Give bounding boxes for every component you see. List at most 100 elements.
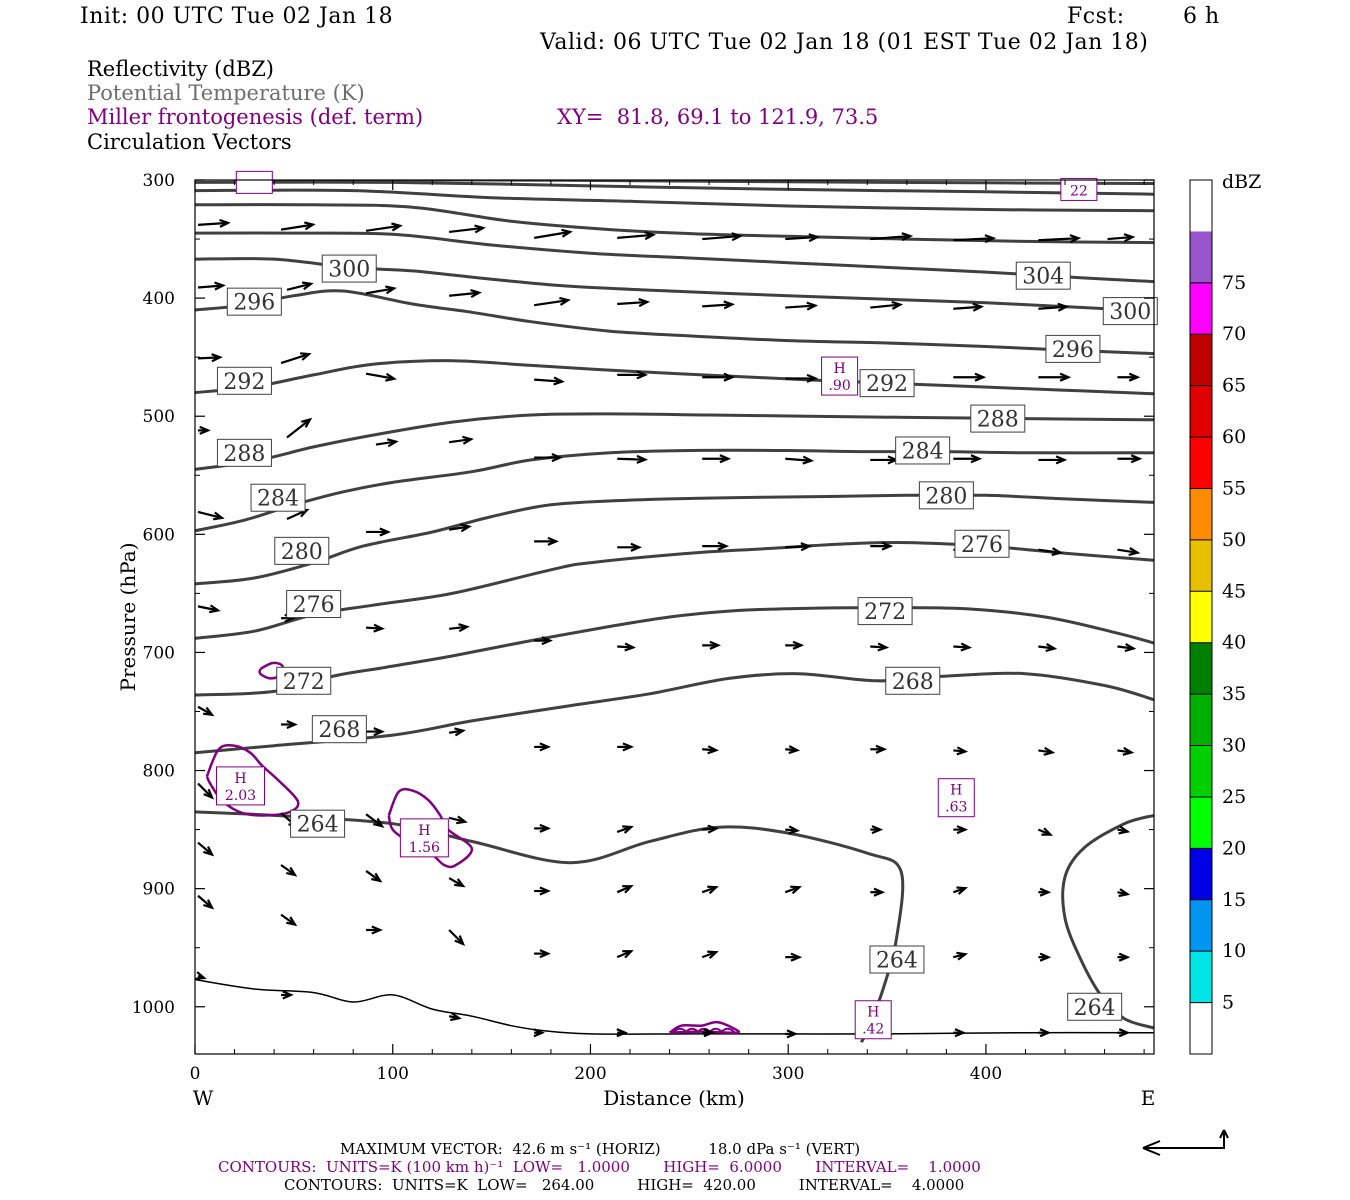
theta-label-text: 280 bbox=[925, 484, 967, 509]
circulation-vector-119 bbox=[195, 971, 207, 980]
fronto-max-box bbox=[215, 766, 265, 806]
vector-head bbox=[1118, 952, 1131, 962]
vector-shaft bbox=[197, 356, 221, 360]
axes: Distance (km) Pressure (hPa) W E 0 100 200… bbox=[116, 171, 1155, 1110]
vector-head bbox=[901, 232, 914, 242]
vector-head bbox=[616, 1028, 629, 1038]
vector-shaft bbox=[280, 223, 314, 231]
circulation-vector-42 bbox=[785, 455, 815, 465]
colorbar-segment-11 bbox=[1190, 437, 1212, 489]
vector-shaft bbox=[1117, 548, 1138, 554]
vector-head bbox=[1039, 887, 1052, 897]
theta-label-text: 264 bbox=[297, 813, 339, 838]
vector-head bbox=[1057, 302, 1070, 312]
circulation-vector-90 bbox=[785, 825, 801, 835]
colorbar-segment-15 bbox=[1190, 231, 1212, 283]
vector-head bbox=[624, 642, 637, 652]
vector-shaft bbox=[197, 605, 219, 612]
vector-head bbox=[786, 1029, 799, 1039]
vector-head bbox=[391, 222, 403, 232]
vector-head bbox=[1124, 643, 1137, 653]
vector-shaft bbox=[365, 372, 395, 380]
cross-section-endpoints: XY= 81.8, 69.1 to 121.9, 73.5 bbox=[557, 105, 879, 129]
vector-head bbox=[1041, 827, 1054, 836]
colorbar-tick-label: 10 bbox=[1222, 940, 1246, 962]
circulation-vector-28 bbox=[617, 370, 649, 380]
vector-head bbox=[454, 727, 466, 737]
vector-head bbox=[219, 218, 231, 228]
terrain-surface bbox=[195, 978, 1154, 1035]
vector-head bbox=[1123, 233, 1136, 243]
vector-head bbox=[547, 536, 559, 546]
y-tick-label: 400 bbox=[143, 289, 175, 309]
y-tick-label: 900 bbox=[143, 880, 175, 900]
vector-head bbox=[551, 452, 563, 463]
vector-head bbox=[454, 878, 466, 888]
y-tick-label: 700 bbox=[143, 643, 175, 663]
theta-label-text: 264 bbox=[876, 949, 918, 974]
colorbar-tick-label: 60 bbox=[1222, 426, 1246, 448]
theta-label-box bbox=[250, 483, 306, 512]
vector-shaft bbox=[448, 438, 472, 444]
circulation-vector-21 bbox=[953, 302, 985, 312]
vector-head bbox=[199, 425, 211, 435]
colorbar-segment-1 bbox=[1190, 951, 1212, 1003]
colorbar-segment-3 bbox=[1190, 848, 1212, 900]
fronto-max-letter: H bbox=[867, 1005, 879, 1021]
colorbar-tick-label: 65 bbox=[1222, 375, 1246, 397]
circulation-vector-105 bbox=[1038, 887, 1052, 897]
vector-head bbox=[474, 224, 486, 234]
colorbar-segment-13 bbox=[1190, 334, 1212, 386]
vector-shaft bbox=[1038, 237, 1079, 242]
vector-head bbox=[954, 1028, 967, 1038]
circulation-vector-77 bbox=[702, 745, 720, 755]
theta-label-text: 292 bbox=[866, 372, 908, 397]
vector-shaft bbox=[534, 378, 563, 383]
vector-shaft bbox=[533, 230, 571, 239]
vector-head bbox=[1118, 888, 1131, 898]
fronto-max-value: .63 bbox=[945, 800, 967, 816]
circulation-vector-30 bbox=[785, 373, 819, 383]
circulation-vector-106 bbox=[1117, 888, 1131, 898]
vector-head bbox=[707, 885, 719, 895]
theta-label-box bbox=[311, 715, 367, 744]
colorbar-tick-label: 45 bbox=[1222, 580, 1246, 602]
theta-label-box bbox=[895, 436, 951, 465]
circulation-vector-69 bbox=[1038, 643, 1058, 653]
fronto-max-6 bbox=[235, 170, 273, 194]
vector-head bbox=[1118, 825, 1131, 835]
vector-shaft bbox=[1107, 235, 1133, 241]
vector-head bbox=[636, 454, 649, 464]
fronto-max-box bbox=[854, 1000, 892, 1040]
theta-label-264-1: 264 bbox=[869, 945, 925, 974]
vector-head bbox=[373, 623, 385, 633]
theta-contour-316-14 bbox=[195, 180, 1154, 196]
circulation-vector-95 bbox=[197, 841, 215, 857]
theta-label-text: 264 bbox=[1074, 996, 1116, 1021]
theta-label-text: 272 bbox=[864, 600, 906, 625]
circulation-vector-76 bbox=[617, 742, 635, 752]
circulation-vector-67 bbox=[870, 642, 890, 652]
vector-head bbox=[211, 353, 223, 363]
circulation-vector-87 bbox=[534, 823, 551, 833]
vector-head bbox=[539, 949, 551, 959]
circulation-vector-99 bbox=[534, 886, 551, 896]
colorbar-segment-0 bbox=[1190, 1002, 1212, 1054]
theta-label-280-1: 280 bbox=[918, 481, 974, 510]
colorbar-tick-label: 75 bbox=[1222, 272, 1246, 294]
x-tick-label: 0 bbox=[190, 1064, 201, 1084]
x-tick-label: 300 bbox=[772, 1064, 804, 1084]
circulation-vector-108 bbox=[280, 913, 298, 927]
vector-head bbox=[203, 899, 215, 910]
theta-label-box bbox=[970, 404, 1026, 433]
fronto-max-4: H.42 bbox=[854, 1000, 892, 1040]
circulation-vector-37 bbox=[375, 438, 399, 448]
circulation-vector-51 bbox=[534, 536, 559, 546]
valid-time: Valid: 06 UTC Tue 02 Jan 18 (01 EST Tue … bbox=[540, 30, 1149, 55]
vector-head bbox=[286, 719, 298, 730]
theta-label-box bbox=[918, 481, 974, 510]
vector-head bbox=[802, 455, 815, 465]
theta-label-296-0: 296 bbox=[226, 287, 282, 316]
vector-shaft bbox=[280, 353, 310, 365]
theta-label-text: 272 bbox=[283, 670, 325, 695]
